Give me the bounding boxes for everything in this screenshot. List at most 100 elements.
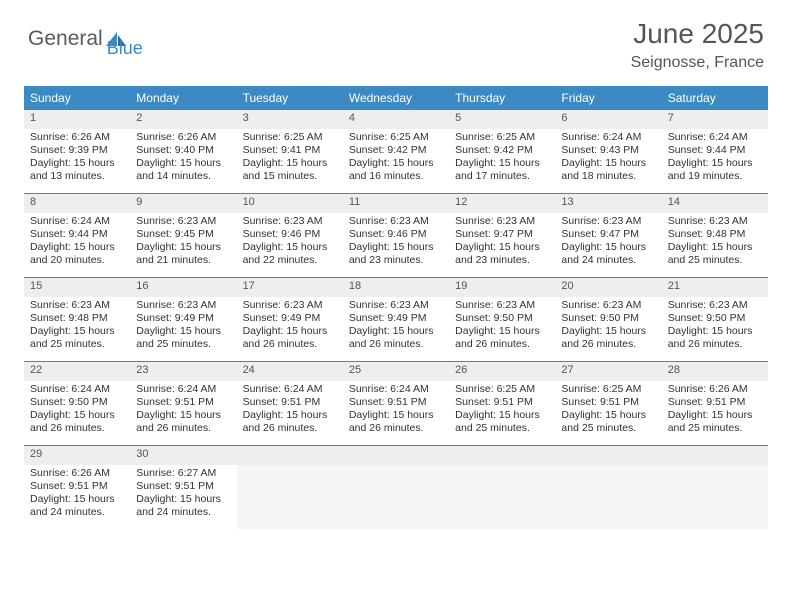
day-cell: 29Sunrise: 6:26 AMSunset: 9:51 PMDayligh… [24, 445, 130, 529]
day-sunrise: Sunrise: 6:25 AM [561, 383, 655, 396]
day-number [662, 446, 768, 465]
day-sunset: Sunset: 9:50 PM [30, 396, 124, 409]
day-dl2: and 21 minutes. [136, 254, 230, 267]
day-cell: 12Sunrise: 6:23 AMSunset: 9:47 PMDayligh… [449, 193, 555, 277]
day-sunrise: Sunrise: 6:23 AM [243, 215, 337, 228]
day-cell: 24Sunrise: 6:24 AMSunset: 9:51 PMDayligh… [237, 361, 343, 445]
logo: General Blue [28, 18, 143, 59]
day-header: Sunday [24, 87, 130, 109]
day-cell: 14Sunrise: 6:23 AMSunset: 9:48 PMDayligh… [662, 193, 768, 277]
day-number: 6 [555, 110, 661, 129]
day-number: 19 [449, 278, 555, 297]
day-body: Sunrise: 6:23 AMSunset: 9:50 PMDaylight:… [555, 297, 661, 352]
day-sunset: Sunset: 9:45 PM [136, 228, 230, 241]
page-title: June 2025 [631, 18, 764, 50]
day-cell: 8Sunrise: 6:24 AMSunset: 9:44 PMDaylight… [24, 193, 130, 277]
day-sunrise: Sunrise: 6:23 AM [561, 299, 655, 312]
day-body: Sunrise: 6:23 AMSunset: 9:49 PMDaylight:… [130, 297, 236, 352]
day-number [237, 446, 343, 465]
day-dl2: and 18 minutes. [561, 170, 655, 183]
day-number: 2 [130, 110, 236, 129]
day-dl1: Daylight: 15 hours [30, 241, 124, 254]
day-dl2: and 17 minutes. [455, 170, 549, 183]
day-header: Tuesday [237, 87, 343, 109]
day-sunrise: Sunrise: 6:23 AM [136, 299, 230, 312]
day-number: 26 [449, 362, 555, 381]
day-dl1: Daylight: 15 hours [136, 325, 230, 338]
day-sunset: Sunset: 9:49 PM [349, 312, 443, 325]
day-cell: 17Sunrise: 6:23 AMSunset: 9:49 PMDayligh… [237, 277, 343, 361]
day-dl1: Daylight: 15 hours [243, 409, 337, 422]
day-cell: 3Sunrise: 6:25 AMSunset: 9:41 PMDaylight… [237, 109, 343, 193]
day-dl1: Daylight: 15 hours [30, 493, 124, 506]
page-header: General Blue June 2025 Seignosse, France [0, 0, 792, 80]
day-sunrise: Sunrise: 6:24 AM [349, 383, 443, 396]
day-cell: 16Sunrise: 6:23 AMSunset: 9:49 PMDayligh… [130, 277, 236, 361]
day-sunrise: Sunrise: 6:25 AM [349, 131, 443, 144]
day-sunset: Sunset: 9:43 PM [561, 144, 655, 157]
day-sunset: Sunset: 9:46 PM [349, 228, 443, 241]
day-number: 14 [662, 194, 768, 213]
day-dl2: and 24 minutes. [136, 506, 230, 519]
day-body: Sunrise: 6:25 AMSunset: 9:51 PMDaylight:… [449, 381, 555, 436]
day-sunset: Sunset: 9:39 PM [30, 144, 124, 157]
day-sunrise: Sunrise: 6:23 AM [349, 215, 443, 228]
day-dl2: and 25 minutes. [30, 338, 124, 351]
day-dl2: and 26 minutes. [349, 422, 443, 435]
day-cell: 4Sunrise: 6:25 AMSunset: 9:42 PMDaylight… [343, 109, 449, 193]
day-sunset: Sunset: 9:44 PM [668, 144, 762, 157]
day-sunrise: Sunrise: 6:24 AM [243, 383, 337, 396]
day-body: Sunrise: 6:23 AMSunset: 9:49 PMDaylight:… [343, 297, 449, 352]
day-dl2: and 26 minutes. [243, 422, 337, 435]
day-body: Sunrise: 6:23 AMSunset: 9:49 PMDaylight:… [237, 297, 343, 352]
day-body: Sunrise: 6:26 AMSunset: 9:51 PMDaylight:… [24, 465, 130, 520]
day-number: 7 [662, 110, 768, 129]
day-dl2: and 19 minutes. [668, 170, 762, 183]
day-dl1: Daylight: 15 hours [136, 409, 230, 422]
day-sunrise: Sunrise: 6:23 AM [561, 215, 655, 228]
day-sunset: Sunset: 9:47 PM [561, 228, 655, 241]
day-cell: 19 Sunrise: 6:23 AMSunset: 9:50 PMDayligh… [449, 277, 555, 361]
logo-text-general: General [28, 27, 103, 51]
day-sunset: Sunset: 9:51 PM [668, 396, 762, 409]
day-header: Saturday [662, 87, 768, 109]
day-sunset: Sunset: 9:51 PM [561, 396, 655, 409]
day-number: 23 [130, 362, 236, 381]
day-dl1: Daylight: 15 hours [561, 409, 655, 422]
title-block: June 2025 Seignosse, France [631, 18, 764, 72]
day-body: Sunrise: 6:24 AMSunset: 9:44 PMDaylight:… [24, 213, 130, 268]
day-dl1: Daylight: 15 hours [455, 157, 549, 170]
day-dl2: and 14 minutes. [136, 170, 230, 183]
day-body: Sunrise: 6:24 AMSunset: 9:51 PMDaylight:… [237, 381, 343, 436]
day-number: 18 [343, 278, 449, 297]
day-number: 8 [24, 194, 130, 213]
day-body: Sunrise: 6:26 AMSunset: 9:51 PMDaylight:… [662, 381, 768, 436]
day-sunrise: Sunrise: 6:24 AM [561, 131, 655, 144]
day-cell: 18Sunrise: 6:23 AMSunset: 9:49 PMDayligh… [343, 277, 449, 361]
day-sunrise: Sunrise: 6:23 AM [668, 299, 762, 312]
day-number: 29 [24, 446, 130, 465]
day-header: Thursday [449, 87, 555, 109]
day-dl1: Daylight: 15 hours [136, 241, 230, 254]
day-number: 16 [130, 278, 236, 297]
day-sunrise: Sunrise: 6:23 AM [455, 299, 549, 312]
day-body: Sunrise: 6:24 AMSunset: 9:44 PMDaylight:… [662, 129, 768, 184]
day-body: Sunrise: 6:26 AMSunset: 9:39 PMDaylight:… [24, 129, 130, 184]
day-number: 5 [449, 110, 555, 129]
day-dl2: and 26 minutes. [668, 338, 762, 351]
day-sunrise: Sunrise: 6:25 AM [455, 383, 549, 396]
day-sunset: Sunset: 9:51 PM [243, 396, 337, 409]
day-dl1: Daylight: 15 hours [455, 325, 549, 338]
day-number [343, 446, 449, 465]
day-sunrise: Sunrise: 6:26 AM [136, 131, 230, 144]
day-dl2: and 22 minutes. [243, 254, 337, 267]
day-cell: 30Sunrise: 6:27 AMSunset: 9:51 PMDayligh… [130, 445, 236, 529]
day-sunrise: Sunrise: 6:24 AM [30, 383, 124, 396]
day-dl2: and 16 minutes. [349, 170, 443, 183]
day-body: Sunrise: 6:24 AMSunset: 9:51 PMDaylight:… [130, 381, 236, 436]
logo-text-blue: Blue [107, 38, 143, 59]
day-number: 1 [24, 110, 130, 129]
day-number: 28 [662, 362, 768, 381]
day-sunset: Sunset: 9:50 PM [455, 312, 549, 325]
day-sunset: Sunset: 9:51 PM [136, 480, 230, 493]
